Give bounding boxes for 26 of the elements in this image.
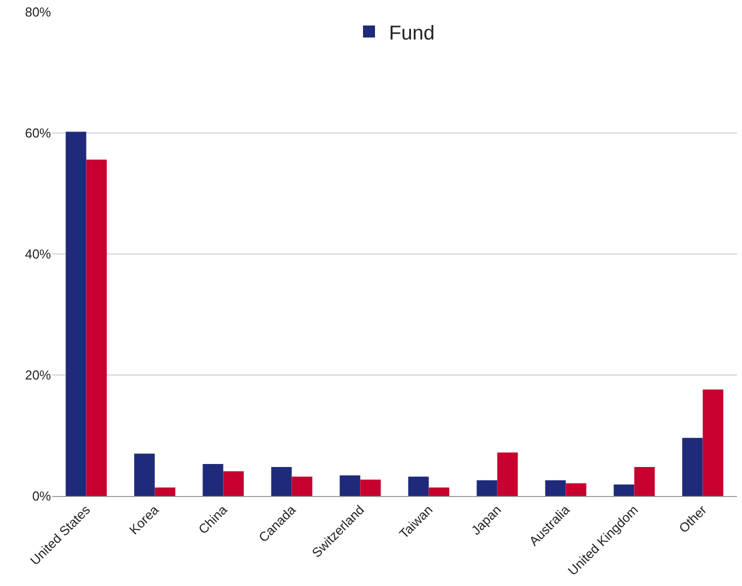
y-tick-label: 40%	[24, 246, 52, 262]
bar	[271, 466, 292, 496]
bar	[292, 476, 312, 496]
legend-label: Fund	[389, 22, 435, 44]
bar	[408, 476, 429, 496]
bar	[566, 483, 586, 496]
bar	[223, 471, 244, 496]
bar	[702, 390, 724, 496]
bar	[545, 480, 566, 496]
y-tick-label: 20%	[24, 368, 52, 383]
y-tick-label: 0%	[32, 488, 52, 504]
y-tick-label: 80%	[24, 4, 52, 20]
bar	[614, 484, 634, 496]
bar	[634, 466, 655, 496]
y-tick-label: 60%	[24, 126, 52, 141]
bar	[202, 464, 224, 496]
bar	[360, 480, 381, 496]
bar	[86, 160, 107, 496]
bar	[66, 132, 86, 496]
bar	[476, 480, 498, 496]
bar	[428, 488, 450, 496]
bar	[340, 475, 360, 496]
bar	[134, 454, 155, 496]
bar	[154, 488, 176, 496]
bar	[682, 438, 703, 496]
bar	[497, 452, 518, 496]
